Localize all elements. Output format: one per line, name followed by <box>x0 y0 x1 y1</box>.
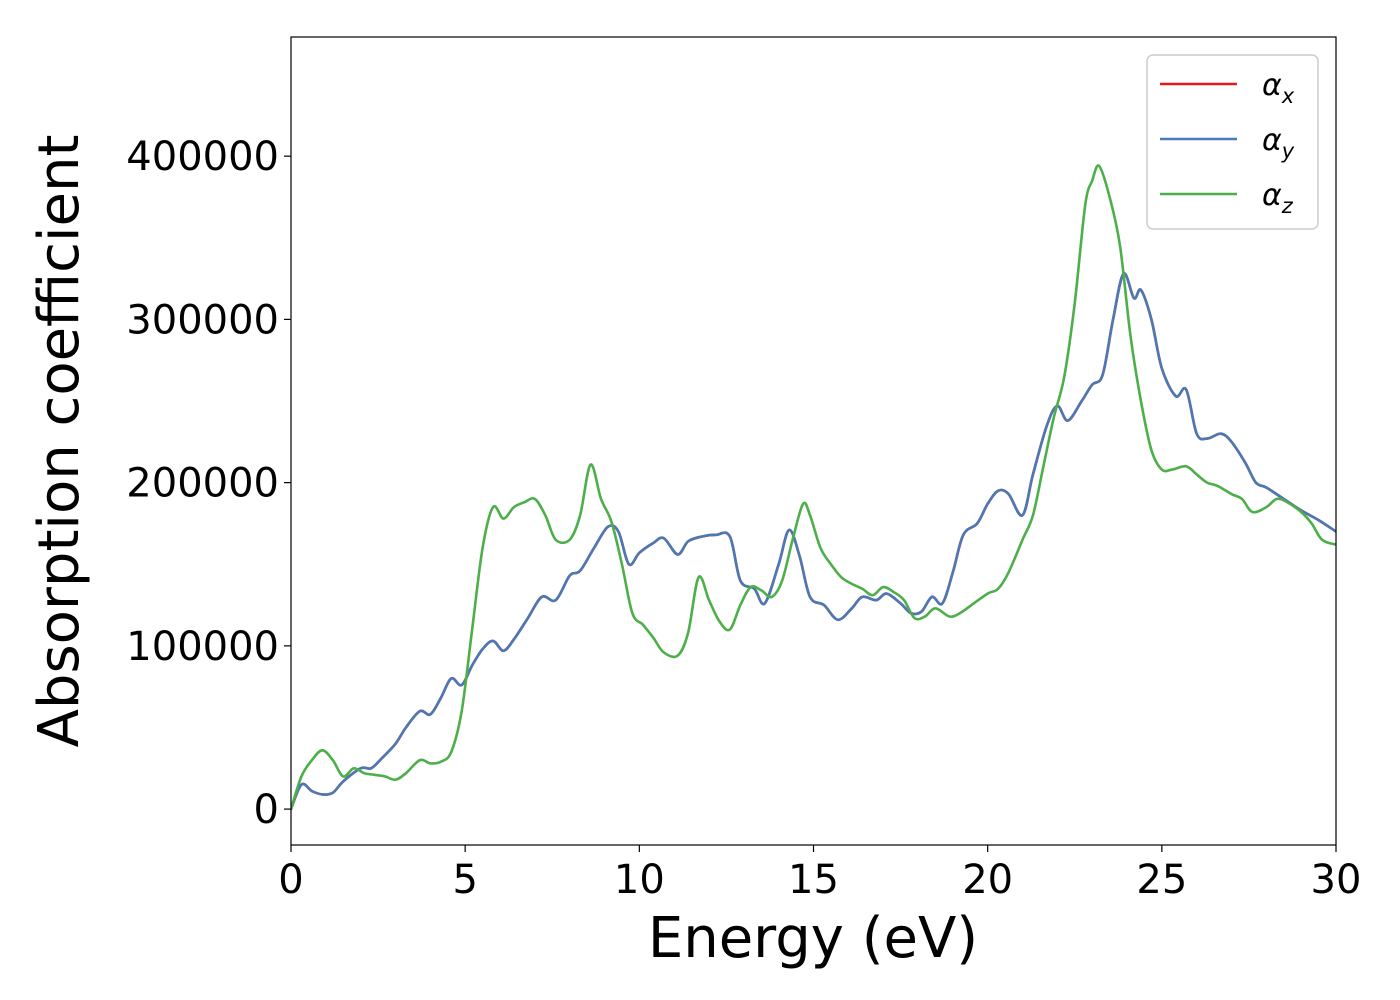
x-tick-label: 5 <box>452 857 477 903</box>
legend-frame <box>1146 54 1319 230</box>
x-axis-label: Energy (eV) <box>648 906 978 971</box>
legend-entries: αx αy αz <box>1160 68 1295 218</box>
plot-lines <box>291 164 1336 811</box>
y-axis: 0 100000 200000 300000 400000 <box>126 134 291 833</box>
x-tick-label: 15 <box>788 857 839 903</box>
series-line-alpha-z <box>291 164 1336 811</box>
x-tick-label: 20 <box>962 857 1013 903</box>
legend-label-alpha-z: αz <box>1262 178 1294 218</box>
y-tick-label: 0 <box>254 787 279 833</box>
x-tick-label: 25 <box>1136 857 1187 903</box>
legend-label-alpha-x: αx <box>1262 68 1295 108</box>
y-tick-label: 400000 <box>126 134 279 180</box>
x-tick-label: 30 <box>1311 857 1362 903</box>
legend: αx αy αz <box>1146 54 1319 230</box>
y-axis-label: Absorption coefficient <box>27 135 92 748</box>
series-line-alpha-y <box>291 272 1336 811</box>
x-tick-label: 0 <box>278 857 303 903</box>
legend-label-alpha-y: αy <box>1262 123 1295 163</box>
y-tick-label: 200000 <box>126 461 279 507</box>
y-tick-label: 300000 <box>126 297 279 343</box>
y-tick-label: 100000 <box>126 624 279 670</box>
x-axis: 0 5 10 15 20 25 30 <box>278 845 1361 903</box>
x-tick-label: 10 <box>614 857 665 903</box>
series-line-alpha-x <box>291 272 1336 811</box>
